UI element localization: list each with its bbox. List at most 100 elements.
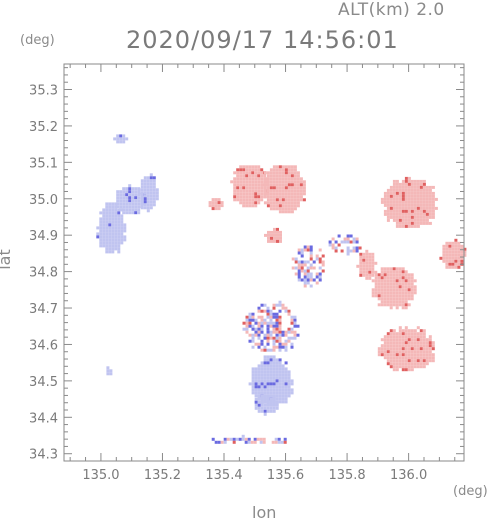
radar-cell xyxy=(272,183,276,187)
radar-cell xyxy=(275,370,279,374)
radar-cell xyxy=(269,370,273,374)
radar-cell xyxy=(380,200,384,204)
radar-cell xyxy=(269,189,273,193)
y-unit-label: (deg) xyxy=(20,33,55,48)
radar-cell xyxy=(392,267,396,271)
radar-cell xyxy=(140,182,144,186)
radar-cell xyxy=(395,218,399,222)
radar-cell xyxy=(380,279,384,283)
radar-cell xyxy=(260,403,264,407)
radar-cell xyxy=(105,241,109,245)
radar-cell xyxy=(389,341,393,345)
radar-cell xyxy=(306,272,310,276)
radar-cell xyxy=(236,192,240,196)
radar-cell xyxy=(131,187,135,191)
radar-cell xyxy=(272,186,276,190)
radar-cell xyxy=(371,264,375,268)
radar-cell xyxy=(431,212,435,216)
radar-cell xyxy=(149,191,153,195)
radar-cell xyxy=(236,186,240,190)
radar-cell xyxy=(395,294,399,298)
radar-cell xyxy=(263,177,267,181)
radar-cell xyxy=(398,194,402,198)
radar-cell xyxy=(300,263,304,267)
radar-cell xyxy=(395,197,399,201)
radar-cell xyxy=(123,226,127,230)
radar-cell xyxy=(425,215,429,219)
radar-cell xyxy=(269,204,273,208)
radar-cell xyxy=(296,174,300,178)
radar-cell xyxy=(278,207,282,211)
radar-cell xyxy=(122,199,126,203)
radar-cell xyxy=(404,306,408,310)
radar-cell xyxy=(343,240,347,244)
radar-cell xyxy=(383,338,387,342)
radar-cell xyxy=(451,247,455,251)
radar-cell xyxy=(114,202,118,206)
radar-cell xyxy=(248,201,252,205)
radar-cell xyxy=(275,388,279,392)
radar-cell xyxy=(108,208,112,212)
x-tick-label: 135.8 xyxy=(328,468,365,483)
radar-cell xyxy=(108,238,112,242)
radar-cell xyxy=(260,186,264,190)
radar-cell xyxy=(300,248,304,252)
radar-cell xyxy=(410,188,414,192)
radar-cell xyxy=(108,241,112,245)
radar-cell xyxy=(383,276,387,280)
radar-cell xyxy=(404,368,408,372)
radar-cell xyxy=(152,191,156,195)
radar-cell xyxy=(389,197,393,201)
radar-cell xyxy=(419,356,423,360)
radar-cell xyxy=(401,368,405,372)
radar-cell xyxy=(281,333,285,337)
radar-cell xyxy=(457,259,461,263)
radar-cell xyxy=(119,190,123,194)
radar-cell xyxy=(401,191,405,195)
radar-cell xyxy=(105,217,109,221)
radar-cell xyxy=(284,339,288,343)
radar-cell xyxy=(296,183,300,187)
radar-cell xyxy=(398,332,402,336)
radar-cell xyxy=(401,282,405,286)
radar-cell xyxy=(254,321,258,325)
radar-cell xyxy=(401,344,405,348)
radar-cell xyxy=(407,368,411,372)
radar-cell xyxy=(431,353,435,357)
radar-cell xyxy=(302,189,306,193)
radar-cell xyxy=(425,356,429,360)
radar-cell xyxy=(392,353,396,357)
radar-cell xyxy=(401,332,405,336)
radar-cell xyxy=(293,207,297,211)
radar-cell xyxy=(404,294,408,298)
radar-cell xyxy=(416,326,420,330)
radar-cell xyxy=(257,180,261,184)
radar-cell xyxy=(143,182,147,186)
radar-cell xyxy=(120,229,124,233)
radar-cell xyxy=(123,223,127,227)
radar-cell xyxy=(248,171,252,175)
radar-cell xyxy=(266,403,270,407)
radar-cell xyxy=(220,204,224,208)
radar-cell xyxy=(383,203,387,207)
radar-cell xyxy=(281,174,285,178)
radar-cell xyxy=(269,324,273,328)
radar-cell xyxy=(413,347,417,351)
radar-cell xyxy=(277,440,281,444)
radar-cell xyxy=(260,348,264,352)
radar-cell xyxy=(359,267,363,271)
radar-cell xyxy=(398,188,402,192)
radar-cell xyxy=(266,409,270,413)
radar-cell xyxy=(287,385,291,389)
radar-cell xyxy=(248,204,252,208)
radar-cell xyxy=(290,195,294,199)
radar-cell xyxy=(401,288,405,292)
radar-cell xyxy=(125,137,129,141)
radar-cell xyxy=(293,171,297,175)
radar-cell xyxy=(99,229,103,233)
radar-cell xyxy=(401,306,405,310)
radar-cell xyxy=(392,285,396,289)
radar-cell xyxy=(318,278,322,282)
radar-cell xyxy=(251,168,255,172)
radar-cell xyxy=(428,335,432,339)
